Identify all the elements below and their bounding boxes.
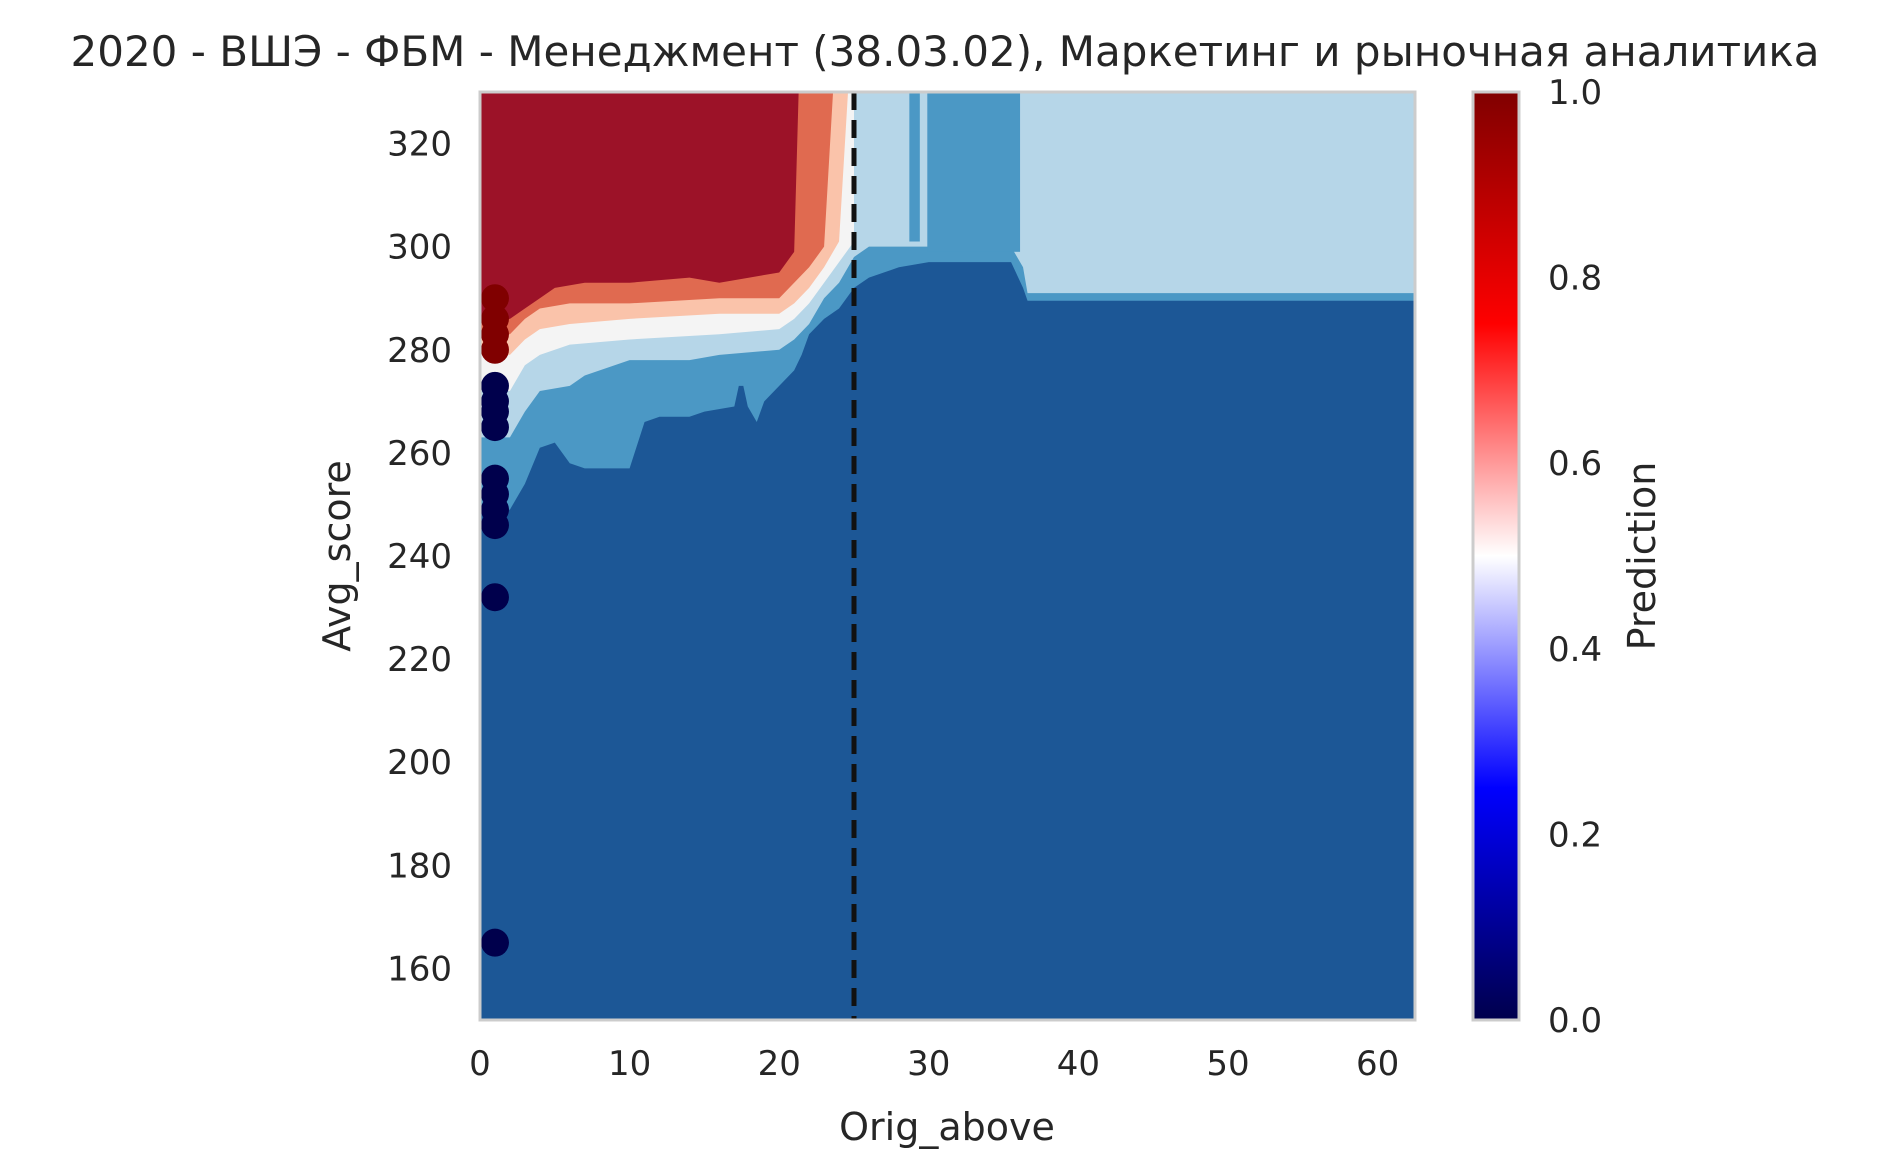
decision-surface bbox=[480, 92, 1415, 1020]
y-tick-label: 200 bbox=[387, 743, 452, 783]
contour-band-2 bbox=[927, 92, 1021, 252]
colorbar-tick-label: 1.0 bbox=[1548, 73, 1602, 113]
x-axis-ticks: 0 10 20 30 40 50 60 bbox=[469, 1044, 1399, 1084]
y-tick-label: 320 bbox=[387, 125, 452, 165]
colorbar-tick-label: 0.4 bbox=[1548, 630, 1602, 670]
data-points bbox=[480, 284, 509, 957]
y-tick-label: 300 bbox=[387, 228, 452, 268]
data-point bbox=[480, 583, 509, 612]
x-tick-label: 50 bbox=[1206, 1044, 1249, 1084]
y-axis-ticks: 160 180 200 220 240 260 280 300 320 bbox=[387, 125, 452, 990]
contour-level-0.8-1.0 bbox=[480, 92, 799, 319]
data-point bbox=[480, 511, 509, 540]
data-point bbox=[480, 413, 509, 442]
colorbar-ticks: 0.0 0.2 0.4 0.6 0.8 1.0 bbox=[1548, 73, 1602, 1041]
colorbar-tick-label: 0.2 bbox=[1548, 815, 1602, 855]
y-tick-label: 180 bbox=[387, 846, 452, 886]
colorbar-tick-label: 0.6 bbox=[1548, 444, 1602, 484]
x-tick-label: 30 bbox=[907, 1044, 950, 1084]
data-point bbox=[480, 284, 509, 313]
x-tick-label: 20 bbox=[758, 1044, 801, 1084]
y-tick-label: 220 bbox=[387, 640, 452, 680]
y-tick-label: 160 bbox=[387, 949, 452, 989]
colorbar-tick-label: 0.0 bbox=[1548, 1001, 1602, 1041]
y-tick-label: 240 bbox=[387, 537, 452, 577]
contour-band-1 bbox=[909, 92, 920, 242]
y-tick-label: 280 bbox=[387, 331, 452, 371]
y-axis-label: Avg_score bbox=[315, 460, 359, 651]
data-point bbox=[480, 335, 509, 364]
data-point bbox=[480, 928, 509, 957]
colorbar-label: Prediction bbox=[1620, 462, 1664, 651]
x-tick-label: 60 bbox=[1356, 1044, 1399, 1084]
chart-title: 2020 - ВШЭ - ФБМ - Менеджмент (38.03.02)… bbox=[71, 27, 1820, 76]
y-tick-label: 260 bbox=[387, 434, 452, 474]
colorbar bbox=[1471, 90, 1521, 1022]
plot-frame bbox=[478, 90, 1417, 1022]
x-tick-label: 40 bbox=[1057, 1044, 1100, 1084]
x-tick-label: 10 bbox=[608, 1044, 651, 1084]
x-tick-label: 0 bbox=[469, 1044, 491, 1084]
x-axis-label: Orig_above bbox=[839, 1105, 1055, 1149]
colorbar-tick-label: 0.8 bbox=[1548, 259, 1602, 299]
data-point bbox=[480, 387, 509, 416]
